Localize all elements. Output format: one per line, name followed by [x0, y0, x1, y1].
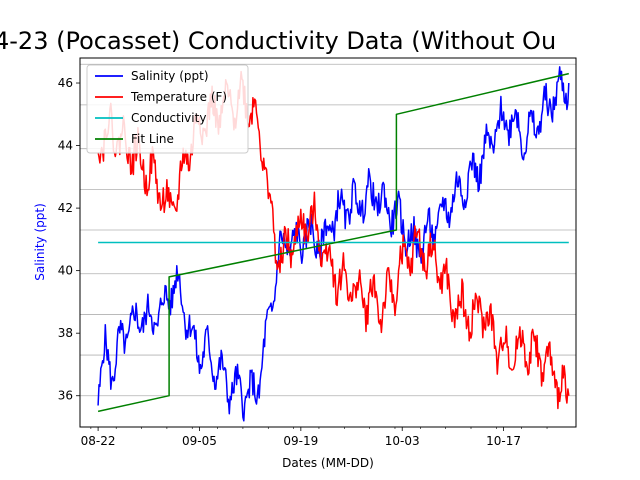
legend-label: Conductivity — [131, 111, 206, 125]
legend-label: Salinity (ppt) — [131, 69, 209, 83]
chart-title: 4-23 (Pocasset) Conductivity Data (Witho… — [0, 27, 556, 55]
y-axis-title: Salinity (ppt) — [33, 203, 47, 281]
x-tick-label: 10-17 — [486, 434, 521, 448]
y-tick-label: 46 — [58, 76, 73, 90]
x-tick-label: 09-05 — [182, 434, 217, 448]
series-line-3 — [97, 72, 569, 413]
legend: Salinity (ppt) Temperature (F) Conductivit… — [86, 64, 249, 154]
x-tick-label: 09-19 — [283, 434, 318, 448]
y-tick-label: 36 — [58, 389, 73, 403]
y-tick-label: 44 — [58, 139, 73, 153]
series-line-1 — [97, 70, 570, 410]
y-tick-label: 40 — [58, 264, 73, 278]
legend-box — [86, 64, 249, 154]
axes: 36 38 40 42 44 46 08-22 09-05 09-19 10-03 10-17 — [58, 76, 548, 448]
legend-label: Temperature (F) — [130, 90, 227, 104]
series-line-0 — [97, 66, 570, 422]
y-tick-label: 42 — [58, 201, 73, 215]
series-group — [97, 66, 570, 422]
x-tick-label: 08-22 — [81, 434, 116, 448]
plot-frame — [79, 57, 577, 428]
x-tick-label: 10-03 — [385, 434, 420, 448]
legend-label: Fit Line — [131, 132, 174, 146]
y-tick-label: 38 — [58, 326, 73, 340]
x-axis-title: Dates (MM-DD) — [282, 456, 374, 470]
